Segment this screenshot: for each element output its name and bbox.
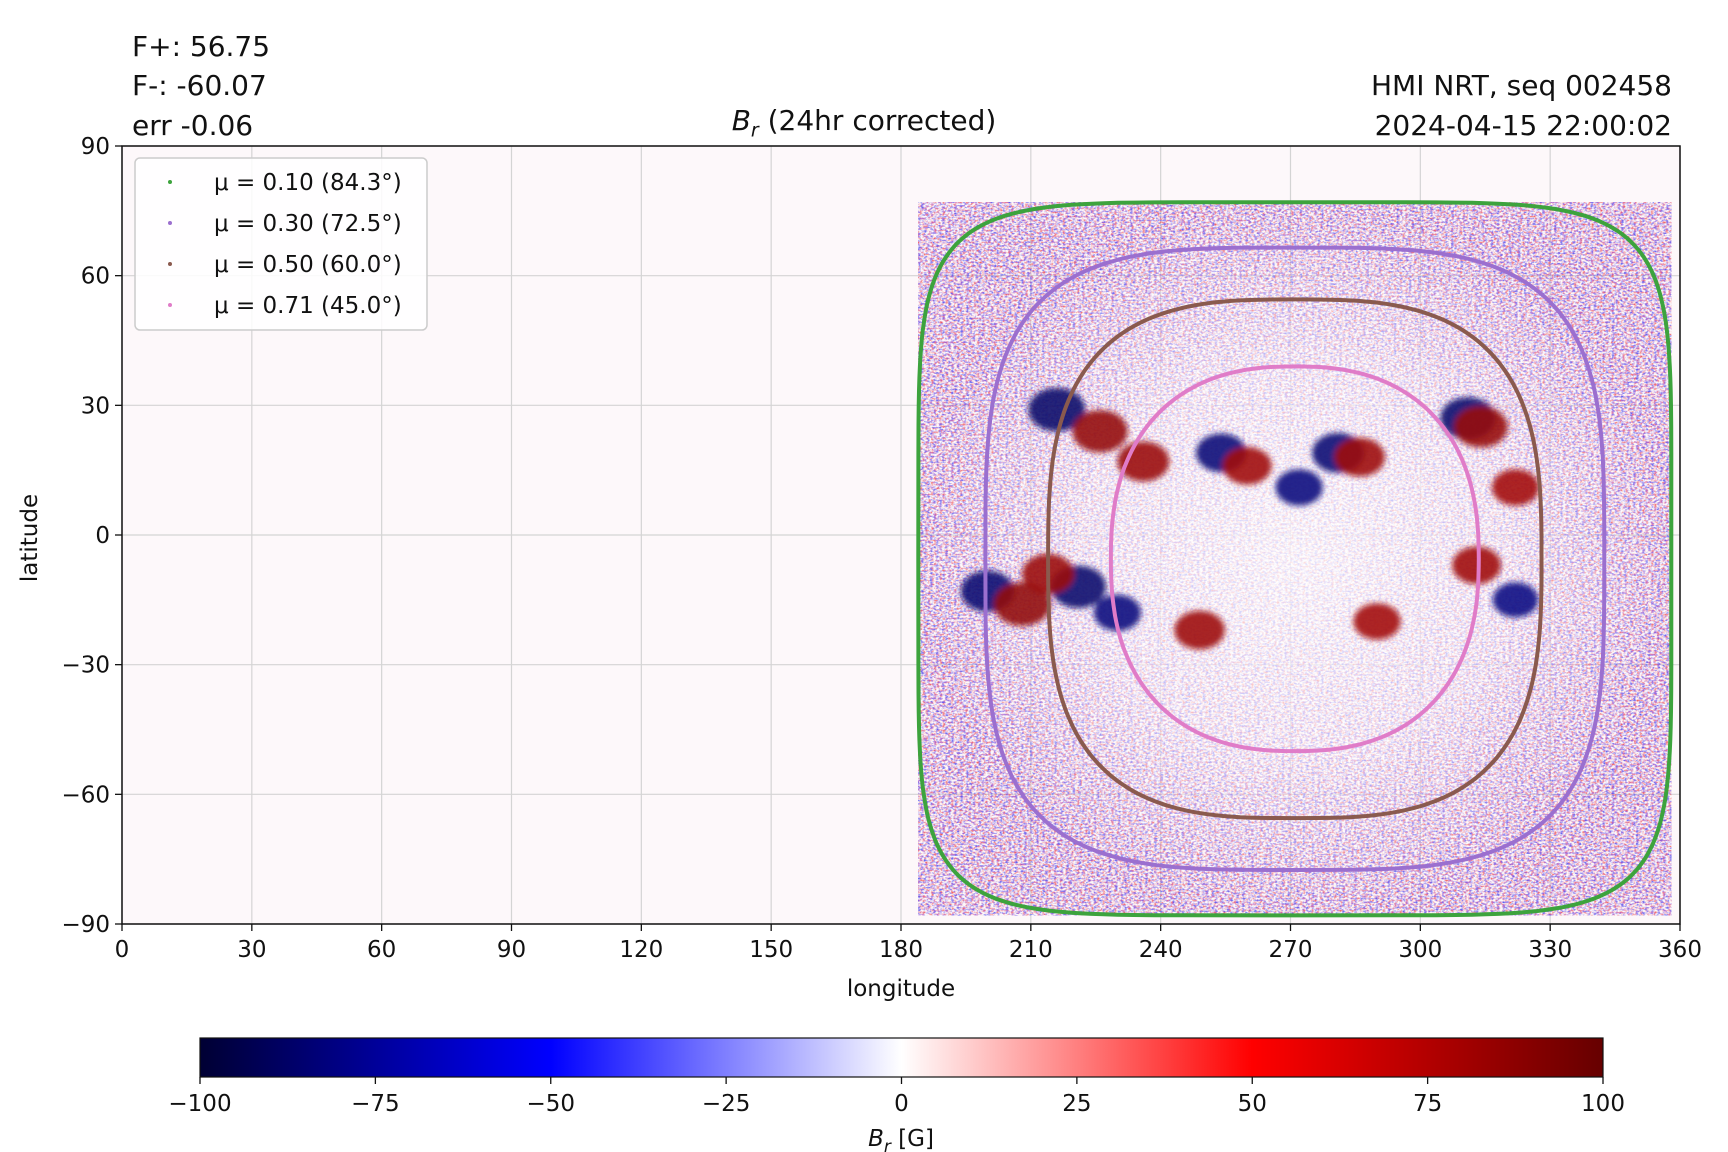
magnetogram bbox=[916, 200, 1674, 918]
colorbar-gradient bbox=[199, 1037, 1604, 1078]
datetime-label: 2024-04-15 22:00:02 bbox=[1374, 109, 1672, 142]
x-axis-label: longitude bbox=[847, 976, 955, 1002]
colorbar-tick-label: 100 bbox=[1581, 1091, 1625, 1117]
colorbar-tick-label: 0 bbox=[894, 1091, 909, 1117]
colorbar-label: Br [G] bbox=[868, 1126, 934, 1152]
positive-polarity-region bbox=[1491, 469, 1540, 506]
legend-box bbox=[134, 157, 428, 331]
y-tick-label: 30 bbox=[81, 393, 110, 419]
y-tick-label: −30 bbox=[61, 653, 110, 679]
positive-polarity-region bbox=[1174, 610, 1225, 650]
legend-marker bbox=[168, 221, 172, 225]
mu-contour bbox=[983, 245, 1607, 873]
colorbar-tick-label: 50 bbox=[1238, 1091, 1267, 1117]
colorbar-tick-label: 25 bbox=[1062, 1091, 1091, 1117]
legend-label: μ = 0.50 (60.0°) bbox=[214, 252, 402, 278]
positive-polarity-region bbox=[1452, 546, 1501, 585]
x-tick-label: 330 bbox=[1528, 937, 1572, 963]
y-tick-label: −60 bbox=[61, 782, 110, 808]
magnetogram-fade bbox=[918, 202, 1672, 916]
positive-polarity-region bbox=[1072, 410, 1128, 453]
y-tick-label: 90 bbox=[81, 134, 110, 160]
legend-marker bbox=[168, 180, 172, 184]
positive-polarity-region bbox=[1454, 406, 1508, 448]
x-tick-label: 180 bbox=[879, 937, 923, 963]
chart-title: Br (24hr corrected) bbox=[731, 104, 997, 142]
legend-marker bbox=[168, 303, 172, 307]
x-tick-label: 270 bbox=[1269, 937, 1313, 963]
x-tick-label: 0 bbox=[115, 937, 130, 963]
legend-label: μ = 0.10 (84.3°) bbox=[214, 170, 402, 196]
colorbar-tick-label: −75 bbox=[351, 1091, 400, 1117]
mu-contour bbox=[1108, 364, 1481, 754]
source-label: HMI NRT, seq 002458 bbox=[1370, 69, 1672, 102]
colorbar-tick-label: −50 bbox=[526, 1091, 575, 1117]
y-tick-label: −90 bbox=[61, 912, 110, 938]
x-tick-label: 60 bbox=[367, 937, 396, 963]
mu-contour bbox=[916, 200, 1674, 918]
flux-negative-label: F-: -60.07 bbox=[132, 69, 267, 102]
y-tick-label: 0 bbox=[95, 523, 110, 549]
positive-polarity-region bbox=[1334, 437, 1385, 477]
x-tick-label: 240 bbox=[1139, 937, 1183, 963]
y-axis-label: latitude bbox=[17, 494, 43, 582]
negative-polarity-region bbox=[1275, 469, 1323, 506]
legend: μ = 0.10 (84.3°) μ = 0.30 (72.5°) μ = 0.50… bbox=[134, 157, 428, 331]
colorbar-tick-label: 75 bbox=[1413, 1091, 1442, 1117]
x-tick-label: 150 bbox=[749, 937, 793, 963]
x-tick-label: 210 bbox=[1009, 937, 1053, 963]
legend-marker bbox=[168, 262, 172, 266]
positive-polarity-region bbox=[993, 582, 1051, 626]
y-tick-label: 60 bbox=[81, 264, 110, 290]
x-tick-label: 300 bbox=[1398, 937, 1442, 963]
x-tick-label: 360 bbox=[1658, 937, 1702, 963]
active-regions bbox=[960, 387, 1540, 650]
flux-positive-label: F+: 56.75 bbox=[132, 30, 271, 63]
axes: 0 30 60 90 120 150 180 210 240 270 300 330 360906030… bbox=[61, 134, 1702, 963]
error-label: err -0.06 bbox=[132, 109, 254, 142]
colorbar-tick-label: −100 bbox=[168, 1091, 231, 1117]
x-tick-label: 120 bbox=[619, 937, 663, 963]
legend-label: μ = 0.30 (72.5°) bbox=[214, 211, 402, 237]
x-tick-label: 90 bbox=[497, 937, 526, 963]
mu-contour bbox=[1046, 297, 1544, 821]
legend-label: μ = 0.71 (45.0°) bbox=[214, 293, 402, 319]
mu-contours bbox=[916, 200, 1674, 918]
colorbar-tick-label: −25 bbox=[702, 1091, 751, 1117]
colorbar: −100 −75 −50 −25 0 25 50 75 100 Br [G] bbox=[168, 1037, 1625, 1152]
negative-polarity-region bbox=[1093, 594, 1141, 631]
negative-polarity-region bbox=[1492, 582, 1539, 618]
x-tick-label: 30 bbox=[237, 937, 266, 963]
positive-polarity-region bbox=[1222, 447, 1272, 485]
positive-polarity-region bbox=[1353, 603, 1401, 640]
